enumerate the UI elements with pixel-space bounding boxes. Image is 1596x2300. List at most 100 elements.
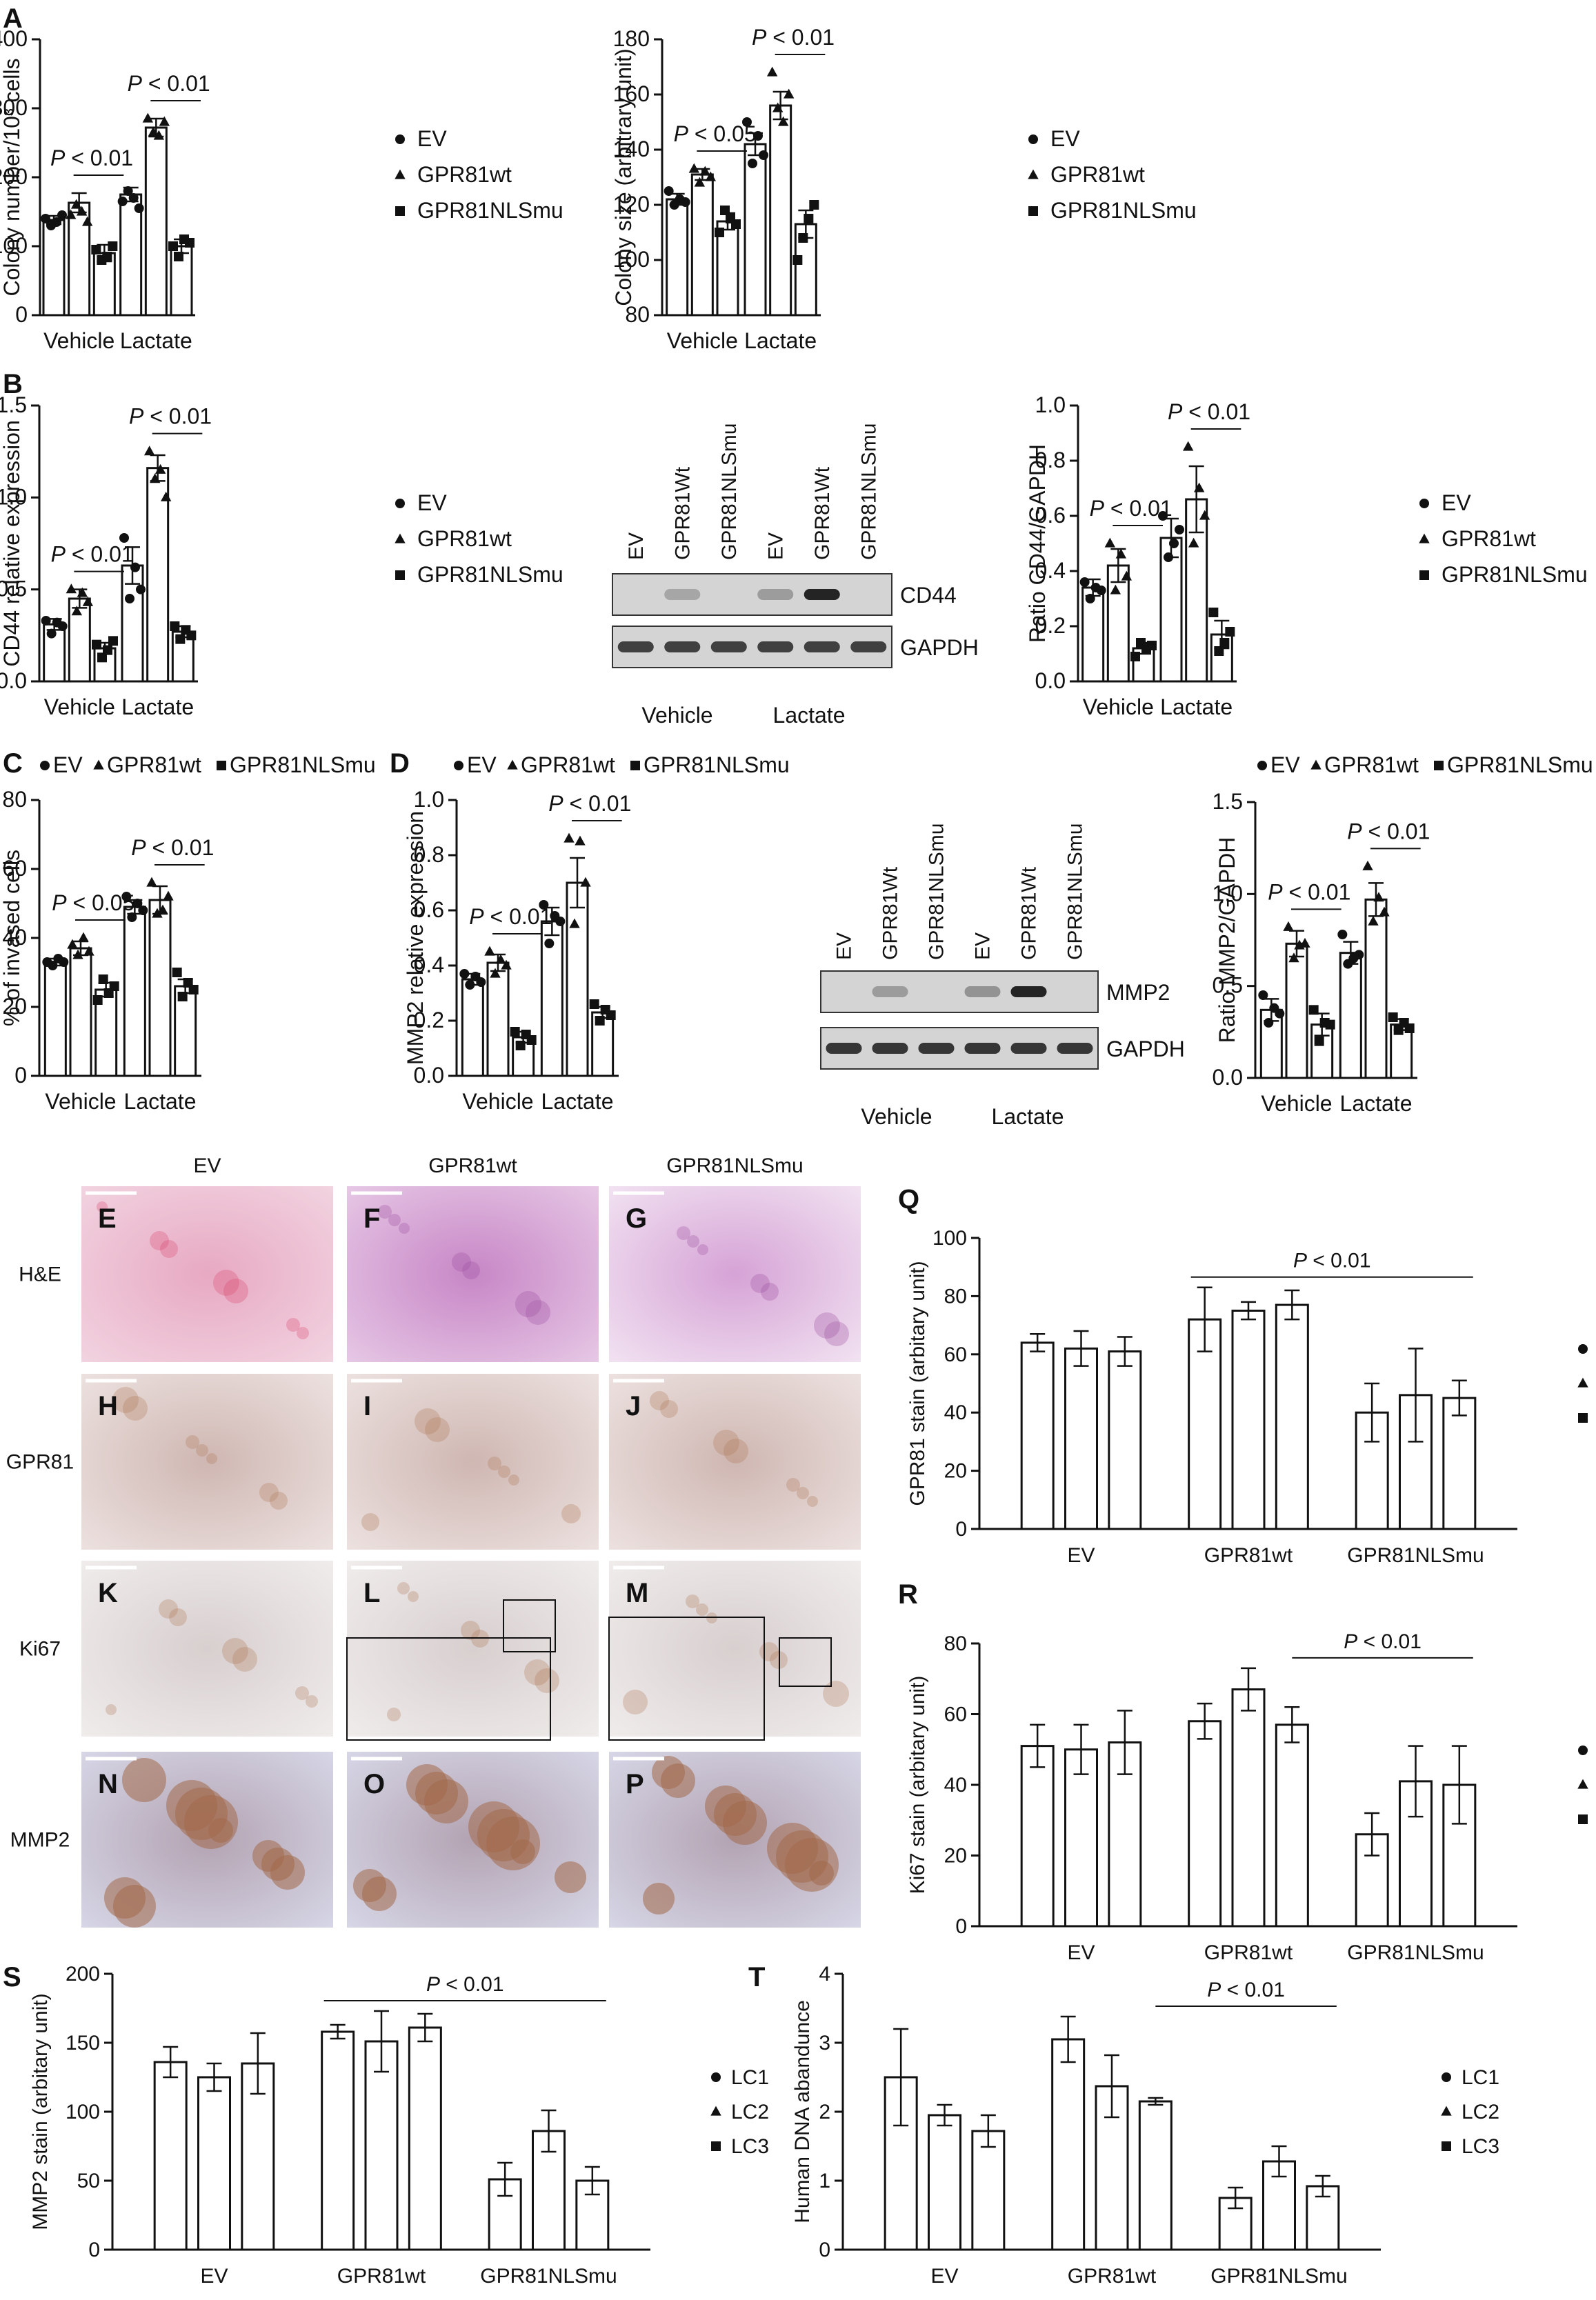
data-point: [563, 832, 575, 843]
data-point: [720, 206, 730, 215]
blot-group-label: Lactate: [992, 1104, 1064, 1129]
y-tick-label: 0: [15, 302, 28, 327]
legend-marker: [40, 761, 50, 770]
y-tick-label: 300: [0, 95, 28, 120]
legend-marker: [711, 2141, 721, 2151]
stain-blob: [425, 1417, 450, 1442]
lane-label: GPR81Wt: [671, 466, 694, 560]
western-blot-cd44: EV GPR81Wt GPR81NLSmu EV GPR81Wt GPR81NLSmu CD…: [612, 423, 979, 728]
histology-image: [347, 1374, 599, 1550]
data-point: [52, 217, 61, 227]
bar: [408, 2026, 442, 2251]
legend-label: GPR81NLSmu: [417, 198, 563, 223]
stain-blob: [807, 1496, 818, 1507]
lane-label: GPR81NLSmu: [857, 423, 880, 560]
p-value-label: P < 0.01: [1268, 879, 1350, 904]
legend-label: GPR81NLSmu: [644, 752, 790, 777]
x-tick-label: EV: [930, 2265, 958, 2288]
y-axis-label: Colony size (arbitrary unit): [611, 48, 636, 306]
legend-marker: [1310, 759, 1321, 770]
p-value-label: P < 0.01: [426, 1973, 504, 1996]
p-value-label: P < 0.01: [752, 25, 835, 50]
histology-column-header: GPR81NLSmu: [666, 1154, 803, 1177]
bar: [146, 467, 170, 683]
histology-image: [347, 1561, 599, 1737]
y-tick-label: 1.5: [0, 392, 27, 417]
p-value-label: P < 0.01: [548, 791, 631, 816]
y-tick-label: 60: [944, 1703, 967, 1726]
data-point: [102, 252, 112, 261]
blot-band: [1010, 986, 1047, 997]
data-point: [46, 628, 57, 639]
zoom-source-box: [503, 1599, 556, 1652]
histology-image: [81, 1561, 333, 1737]
bar: [486, 961, 510, 1077]
p-value-label: P < 0.01: [131, 835, 214, 860]
legend-marker: [1577, 1779, 1588, 1789]
data-point: [1354, 950, 1364, 960]
y-tick-label: 60: [2, 856, 27, 881]
y-tick-label: 1.5: [1213, 789, 1243, 814]
stain-blob: [462, 1261, 480, 1279]
data-point: [168, 241, 178, 251]
data-point: [1130, 652, 1140, 661]
data-point: [772, 102, 784, 112]
legend-marker: [454, 761, 463, 770]
stain-blob: [160, 1240, 178, 1258]
x-tick-label: GPR81wt: [1204, 1941, 1293, 1964]
legend-label: GPR81NLSmu: [1442, 562, 1588, 587]
stain-blob: [724, 1439, 748, 1463]
data-point: [123, 186, 133, 196]
histology-image: [81, 1374, 333, 1550]
data-point: [57, 210, 67, 220]
blot-band: [1057, 1043, 1093, 1054]
data-point: [804, 214, 814, 223]
data-point: [98, 974, 108, 984]
data-point: [688, 163, 700, 173]
legend-label: GPR81wt: [417, 162, 512, 187]
y-tick-label: 1.0: [1213, 881, 1243, 906]
legend-marker: [395, 570, 405, 580]
lane-label: GPR81Wt: [811, 466, 834, 560]
p-value-label: P < 0.01: [128, 71, 210, 96]
stain-blob: [526, 1300, 550, 1325]
panel-label-d: D: [390, 748, 410, 779]
blot-band: [850, 641, 887, 652]
stain-blob: [650, 1391, 669, 1410]
blot-band: [872, 1043, 908, 1054]
legend-marker: [507, 759, 518, 770]
y-tick-label: 0.2: [1035, 613, 1066, 638]
histology-image: [609, 1374, 861, 1550]
chart-cd44-relative-expression: 0.0 0.5 1.0 1.5 CD44 relative expression Vehi…: [0, 392, 212, 719]
bar: [928, 2114, 961, 2251]
data-point: [109, 981, 119, 991]
stain-blob: [797, 1487, 809, 1499]
data-point: [136, 584, 146, 594]
x-tick-label: Lactate: [1160, 694, 1233, 719]
y-tick-label: 120: [613, 192, 650, 217]
bar: [1285, 942, 1308, 1079]
blot-band: [757, 641, 794, 652]
stain-blob: [761, 1283, 779, 1301]
stain-blob: [705, 1786, 746, 1827]
blot-band: [918, 1043, 955, 1054]
bar: [1081, 586, 1105, 683]
legend-label: GPR81wt: [1442, 526, 1536, 551]
y-tick-label: 0.5: [1213, 973, 1243, 998]
y-tick-label: 150: [66, 2032, 100, 2054]
stain-blob: [468, 1801, 519, 1852]
bar: [321, 2030, 355, 2251]
p-value-label: P < 0.05: [674, 121, 757, 146]
legend-label: LC1: [731, 2066, 769, 2089]
y-tick-label: 0.0: [414, 1063, 444, 1088]
data-point: [1096, 586, 1106, 595]
panel-label-q: Q: [898, 1184, 919, 1214]
stain-blob: [286, 1318, 300, 1332]
data-point: [149, 473, 161, 483]
panel-label-t: T: [748, 1962, 765, 1992]
data-point: [595, 1016, 605, 1026]
stain-blob: [106, 1704, 117, 1715]
legend-marker: [630, 761, 640, 770]
panel-label-r: R: [898, 1579, 918, 1610]
